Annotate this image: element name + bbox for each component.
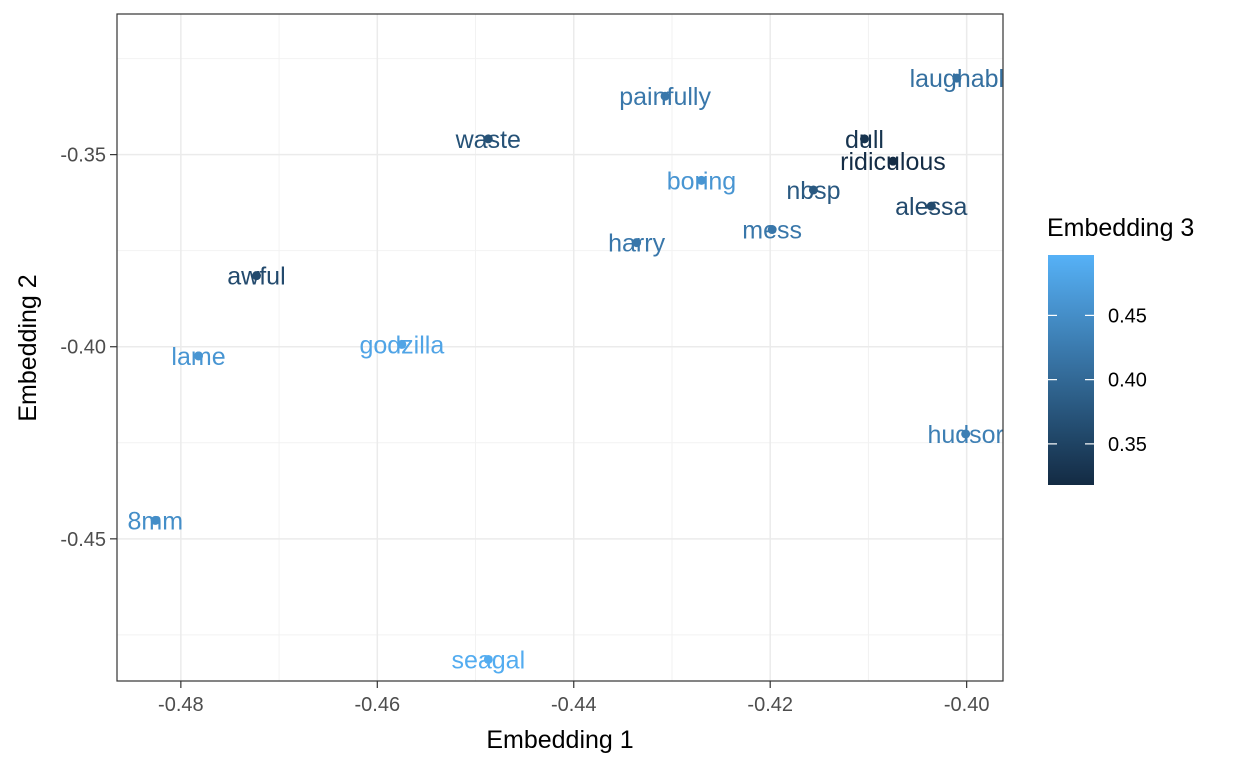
data-point-label: painfully xyxy=(619,83,711,111)
data-point xyxy=(696,175,706,185)
data-point xyxy=(860,134,870,144)
data-point xyxy=(632,238,642,248)
plot-panel-border xyxy=(116,13,1004,682)
data-point-label: alessa xyxy=(895,193,967,221)
x-tick-label: -0.40 xyxy=(944,694,990,716)
y-axis-ticks: -0.35 -0.40 -0.45 xyxy=(60,145,117,551)
legend-tick-label: 0.40 xyxy=(1108,370,1147,392)
major-gridlines xyxy=(117,14,1003,681)
legend-tick-label: 0.45 xyxy=(1108,305,1147,327)
legend-tick-label: 0.35 xyxy=(1108,434,1147,456)
x-tick-label: -0.42 xyxy=(747,694,793,716)
x-tick-label: -0.44 xyxy=(551,694,597,716)
data-point-label: hudsor xyxy=(927,421,1003,449)
data-point-label: nbsp xyxy=(786,177,840,205)
x-tick-label: -0.48 xyxy=(158,694,204,716)
data-point-label: godzilla xyxy=(359,331,444,359)
y-tick-label: -0.40 xyxy=(60,337,106,359)
data-point xyxy=(926,201,936,211)
data-point xyxy=(397,339,407,349)
data-point xyxy=(952,73,962,83)
data-point xyxy=(961,429,971,439)
data-point-label: laughabl xyxy=(910,65,1005,93)
data-point-label: mess xyxy=(742,217,802,245)
data-point xyxy=(767,225,777,235)
y-axis-title: Embedding 2 xyxy=(14,274,42,421)
plot-panel-background xyxy=(117,14,1003,681)
data-point xyxy=(808,185,818,195)
y-tick-label: -0.45 xyxy=(60,529,106,551)
color-legend: Embedding 3 0.35 0.40 0.45 xyxy=(1047,214,1194,485)
data-point xyxy=(483,654,493,664)
minor-gridlines xyxy=(117,14,1003,681)
x-tick-label: -0.46 xyxy=(355,694,401,716)
data-point xyxy=(251,271,261,281)
data-point-label: seagal xyxy=(451,646,525,674)
data-point xyxy=(660,91,670,101)
x-axis-title: Embedding 1 xyxy=(486,726,633,754)
data-point-label: boring xyxy=(667,167,737,195)
y-tick-label: -0.35 xyxy=(60,145,106,167)
data-point-label: harry xyxy=(608,230,665,258)
x-axis-ticks: -0.48 -0.46 -0.44 -0.42 -0.40 xyxy=(158,681,989,716)
data-point xyxy=(194,351,204,361)
legend-title: Embedding 3 xyxy=(1047,214,1194,242)
legend-colorbar xyxy=(1048,255,1094,485)
data-point xyxy=(483,134,493,144)
data-point xyxy=(150,515,160,525)
data-point-label: waste xyxy=(455,126,521,154)
data-point-label: 8mm xyxy=(128,507,184,535)
data-point-label: lame xyxy=(171,343,225,371)
data-point-label: dull xyxy=(845,126,884,154)
data-point-label: ridiculous xyxy=(840,148,946,176)
legend-ticks: 0.35 0.40 0.45 xyxy=(1048,305,1147,456)
data-point xyxy=(888,156,898,166)
data-point-label: awful xyxy=(227,263,285,291)
